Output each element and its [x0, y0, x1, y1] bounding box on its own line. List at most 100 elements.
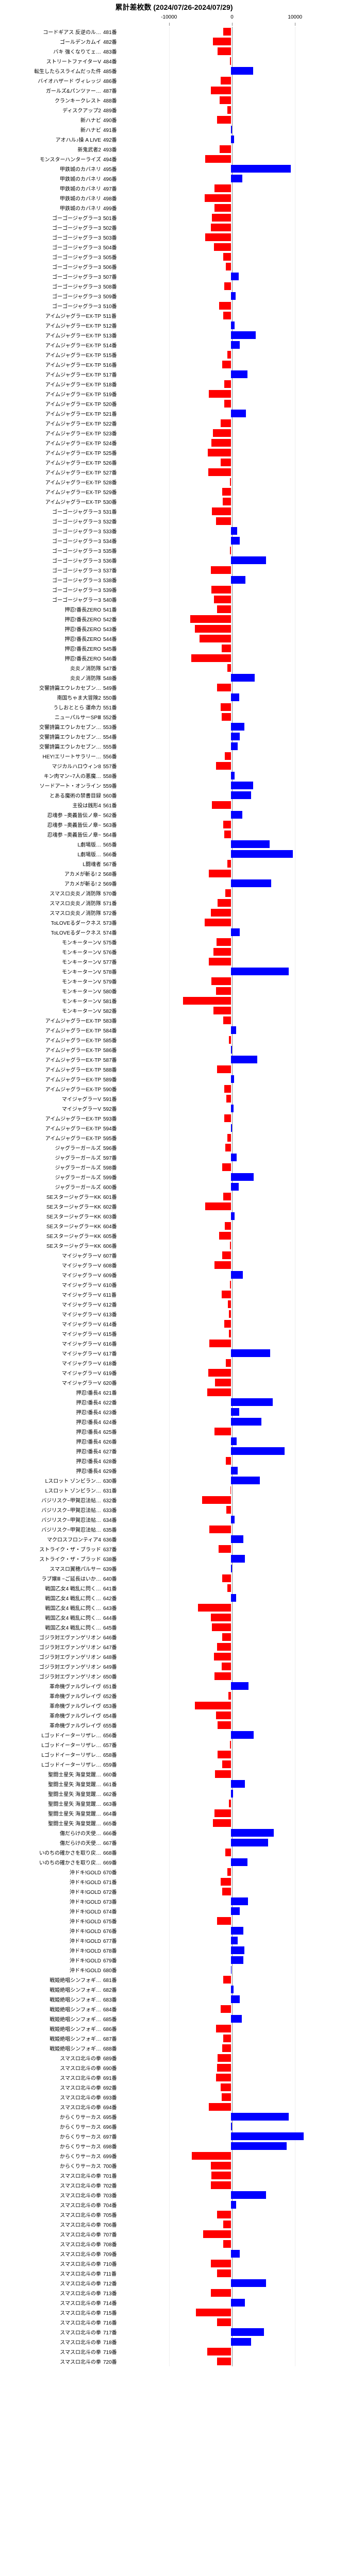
- bar: [216, 762, 231, 770]
- row-number: 502番: [103, 224, 118, 231]
- bar: [227, 351, 231, 359]
- bar: [224, 1114, 231, 1122]
- bar-area: [118, 1446, 344, 1456]
- row-label: SEスタージャグラーKK: [0, 1193, 103, 1200]
- row-number: 580番: [103, 987, 118, 995]
- bar: [209, 1340, 231, 1347]
- row-label: ゴジラ対エヴァンゲリオン: [0, 1633, 103, 1641]
- row-number: 495番: [103, 165, 118, 173]
- bar-area: [118, 2278, 344, 2288]
- row-number: 556番: [103, 752, 118, 760]
- row-label: 革命機ヴァルヴレイヴ: [0, 1692, 103, 1700]
- bar-area: [118, 526, 344, 536]
- data-row: L闘魂者567番: [0, 859, 348, 869]
- row-label: スマスロ北斗の拳: [0, 2054, 103, 2062]
- bar: [200, 635, 231, 642]
- row-label: スマスロ炎炎ノ消防隊: [0, 909, 103, 917]
- bar: [222, 1760, 231, 1768]
- row-label: ジャグラーガールズ: [0, 1173, 103, 1181]
- row-label: 押忍!番長ZERO: [0, 645, 103, 652]
- data-row: ゴーゴージャグラー3531番: [0, 506, 348, 516]
- bar: [221, 1878, 231, 1886]
- data-row: ラブ嬢Ⅲ ~ご延長はいか…640番: [0, 1573, 348, 1583]
- bar: [231, 1937, 238, 1944]
- data-row: 新ハナビ490番: [0, 115, 348, 125]
- data-row: スマスロ北斗の拳707番: [0, 2229, 348, 2239]
- data-row: SEスタージャグラーKK604番: [0, 1221, 348, 1231]
- bar-area: [118, 2073, 344, 2082]
- row-label: 戦姫絶唱シンフォギ…: [0, 1995, 103, 2003]
- data-row: アカメが斬る! 2569番: [0, 878, 348, 888]
- row-number: 615番: [103, 1330, 118, 1337]
- bar: [231, 879, 271, 887]
- bar: [231, 1398, 273, 1406]
- row-number: 669番: [103, 1858, 118, 1866]
- bar: [231, 1154, 237, 1161]
- bar-area: [118, 996, 344, 1006]
- data-row: スマスロ北斗の拳706番: [0, 2219, 348, 2229]
- bar-area: [118, 1143, 344, 1153]
- data-row: スマスロ北斗の拳714番: [0, 2298, 348, 2308]
- row-number: 481番: [103, 28, 118, 36]
- row-label: バキ 強くなりてェ…: [0, 47, 103, 55]
- row-label: スマスロ北斗の拳: [0, 2211, 103, 2218]
- bar: [219, 1545, 231, 1553]
- bar-area: [118, 869, 344, 878]
- bar-area: [118, 771, 344, 781]
- data-row: 聖闘士星矢 海皇覚醒…663番: [0, 1799, 348, 1808]
- bar: [222, 1163, 231, 1171]
- row-label: アイムジャグラーEX-TP: [0, 331, 103, 339]
- bar: [231, 1995, 240, 2003]
- bar-area: [118, 1965, 344, 1975]
- bar-area: [118, 2288, 344, 2298]
- data-row: からくりサーカス695番: [0, 2112, 348, 2122]
- data-row: 聖闘士星矢 海皇覚醒…662番: [0, 1789, 348, 1799]
- data-row: 押忍!番長4629番: [0, 1466, 348, 1476]
- data-row: アイムジャグラーEX-TP523番: [0, 428, 348, 438]
- bar-area: [118, 1476, 344, 1485]
- row-label: スマスロ北斗の拳: [0, 2269, 103, 2277]
- row-number: 720番: [103, 2358, 118, 2365]
- bar-area: [118, 604, 344, 614]
- row-label: スマスロ北斗の拳: [0, 2328, 103, 2336]
- data-row: ゴーゴージャグラー3504番: [0, 242, 348, 252]
- bar-area: [118, 937, 344, 947]
- row-number: 511番: [103, 312, 118, 319]
- data-row: アイムジャグラーEX-TP521番: [0, 409, 348, 418]
- row-label: 交響詩篇エウレカセブン…: [0, 733, 103, 740]
- bar: [231, 1682, 248, 1690]
- data-row: ソードアート・オンライン559番: [0, 781, 348, 790]
- bar: [231, 537, 240, 545]
- bar-area: [118, 487, 344, 497]
- bar: [231, 135, 234, 143]
- data-row: いのちの確かさを取り戻…668番: [0, 1848, 348, 1857]
- bar: [231, 1173, 254, 1181]
- row-label: 聖闘士星矢 海皇覚醒…: [0, 1819, 103, 1827]
- row-label: 押忍!番長4: [0, 1388, 103, 1396]
- data-row: からくりサーカス698番: [0, 2141, 348, 2151]
- data-row: アイムジャグラーEX-TP519番: [0, 389, 348, 399]
- bar: [218, 47, 231, 55]
- data-row: 新鬼武者2493番: [0, 144, 348, 154]
- row-label: アイムジャグラーEX-TP: [0, 361, 103, 368]
- row-number: 696番: [103, 2123, 118, 2130]
- bar: [227, 1868, 231, 1876]
- row-number: 598番: [103, 1163, 118, 1171]
- bar: [207, 1388, 231, 1396]
- row-number: 527番: [103, 468, 118, 476]
- row-label: バジリスク~甲賀忍法帖…: [0, 1496, 103, 1504]
- bar: [209, 390, 231, 398]
- data-row: アカメが斬る! 2568番: [0, 869, 348, 878]
- bar-area: [118, 555, 344, 565]
- data-row: 忍魂参 ~奥義皆伝ノ章~562番: [0, 810, 348, 820]
- row-number: 677番: [103, 1937, 118, 1944]
- bar-area: [118, 849, 344, 859]
- data-row: 転生したらスライムだった件485番: [0, 66, 348, 76]
- bar: [231, 1565, 232, 1572]
- row-number: 697番: [103, 2132, 118, 2140]
- row-label: 聖闘士星矢 海皇覚醒…: [0, 1770, 103, 1778]
- data-row: アイムジャグラーEX-TP529番: [0, 487, 348, 497]
- row-number: 706番: [103, 2221, 118, 2228]
- row-number: 588番: [103, 1065, 118, 1073]
- data-row: 戦姫絶唱シンフォギ…684番: [0, 2004, 348, 2014]
